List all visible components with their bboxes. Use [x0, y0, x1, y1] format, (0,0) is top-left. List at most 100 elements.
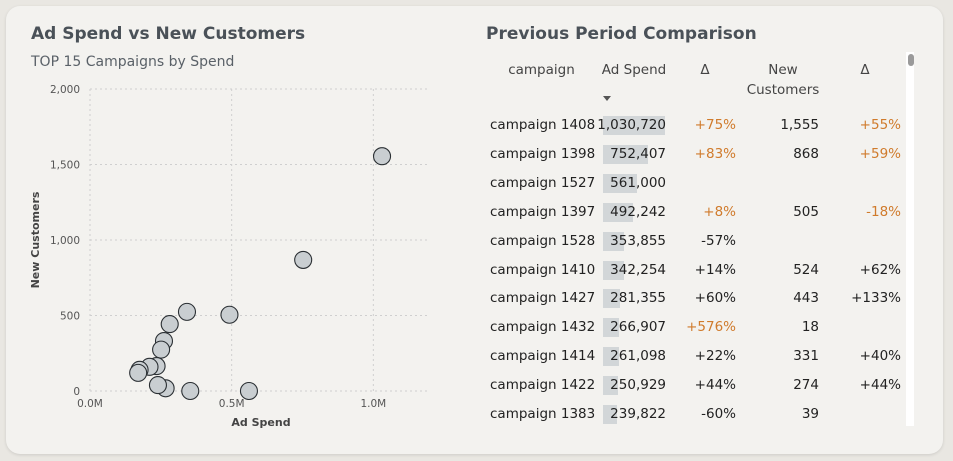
y-tick-label: 1,500	[50, 160, 80, 172]
table-row[interactable]: campaign 1397 492,242 +8% 505 -18%	[482, 198, 902, 226]
ad-spend-bar	[603, 260, 624, 280]
ad-spend-bar	[603, 347, 619, 367]
cell-campaign: campaign 1414	[490, 348, 596, 365]
table-scrollbar[interactable]	[906, 52, 914, 426]
cell-delta-customers: +133%	[851, 290, 901, 307]
y-tick-label: 0	[73, 386, 80, 398]
scatter-point[interactable]	[148, 376, 167, 395]
table-row[interactable]: campaign 1527 561,000	[482, 169, 902, 197]
cell-delta-spend: +8%	[703, 203, 736, 220]
cell-campaign: campaign 1422	[490, 377, 596, 394]
scatter-title: Ad Spend vs New Customers	[31, 24, 306, 44]
y-axis-label: New Customers	[29, 191, 42, 288]
scatter-point[interactable]	[239, 381, 258, 401]
cell-delta-spend: +576%	[686, 319, 736, 336]
header-delta-customers[interactable]: Δ	[860, 62, 870, 78]
cell-ad-spend: 752,407	[610, 145, 666, 162]
cell-delta-customers: +55%	[859, 117, 901, 133]
header-ad-spend[interactable]: Ad Spend	[601, 62, 667, 78]
cell-new-customers: 868	[793, 145, 819, 162]
x-tick-label: 0.5M	[219, 398, 245, 410]
cell-ad-spend: 250,929	[610, 377, 666, 394]
scatter-point[interactable]	[220, 305, 239, 324]
cell-new-customers: 18	[801, 319, 819, 336]
ad-spend-bar	[603, 144, 649, 164]
cell-new-customers: 524	[793, 261, 819, 278]
table-row[interactable]: campaign 1427 281,355 +60% 443 +133%	[482, 284, 902, 312]
ad-spend-bar	[603, 318, 620, 338]
cell-campaign: campaign 1427	[490, 290, 596, 307]
cell-ad-spend: 353,855	[610, 232, 666, 249]
cell-new-customers: 39	[801, 406, 819, 422]
table-row[interactable]: campaign 1383 239,822 -60% 39	[482, 400, 902, 428]
cell-delta-spend: +60%	[694, 290, 736, 307]
cell-ad-spend: 1,030,720	[597, 117, 666, 133]
ad-spend-bar	[603, 173, 637, 193]
ad-spend-bar	[603, 231, 625, 251]
cell-delta-spend: -60%	[701, 406, 736, 422]
table-row[interactable]: campaign 1422 250,929 +44% 274 +44%	[482, 371, 902, 399]
cell-campaign: campaign 1527	[490, 174, 596, 191]
cell-ad-spend: 342,254	[610, 261, 666, 278]
sort-descending-icon[interactable]	[603, 96, 611, 101]
table-row[interactable]: campaign 1398 752,407 +83% 868 +59%	[482, 140, 902, 168]
table-row[interactable]: campaign 1414 261,098 +22% 331 +40%	[482, 342, 902, 370]
cell-campaign: campaign 1398	[490, 145, 596, 162]
cell-ad-spend: 561,000	[610, 174, 666, 191]
ad-spend-bar	[603, 405, 618, 424]
header-delta-spend[interactable]: Δ	[700, 62, 710, 78]
x-tick-label: 0.0M	[77, 398, 103, 410]
cell-new-customers: 331	[793, 348, 819, 365]
cell-delta-customers: -18%	[866, 203, 901, 220]
cell-campaign: campaign 1408	[490, 117, 596, 133]
cell-campaign: campaign 1397	[490, 203, 596, 220]
cell-delta-spend: +44%	[694, 377, 736, 394]
cell-campaign: campaign 1410	[490, 261, 596, 278]
scatter-point[interactable]	[294, 250, 313, 269]
cell-delta-customers: +40%	[859, 348, 901, 365]
table-scrollbar-thumb[interactable]	[908, 54, 914, 66]
scatter-point[interactable]	[372, 147, 392, 166]
cell-new-customers: 443	[793, 290, 819, 307]
cell-delta-spend: +83%	[694, 145, 736, 162]
scatter-point[interactable]	[177, 302, 197, 321]
cell-new-customers: 505	[793, 203, 819, 220]
cell-campaign: campaign 1528	[490, 232, 596, 249]
y-tick-label: 1,000	[50, 235, 80, 247]
cell-delta-spend: -57%	[701, 232, 736, 249]
scatter-point[interactable]	[152, 340, 171, 359]
table-row[interactable]: campaign 1408 1,030,720 +75% 1,555 +55%	[482, 111, 902, 139]
cell-new-customers: 274	[793, 377, 819, 394]
header-new-customers-line1: New	[768, 62, 798, 78]
cell-delta-spend: +22%	[694, 348, 736, 365]
table-row[interactable]: campaign 1432 266,907 +576% 18	[482, 313, 902, 341]
cell-new-customers: 1,555	[780, 117, 819, 133]
y-tick-label: 500	[60, 311, 80, 323]
scatter-point[interactable]	[181, 381, 200, 401]
cell-delta-customers: +62%	[859, 261, 901, 278]
header-new-customers[interactable]: New Customers	[738, 60, 828, 100]
scatter-point[interactable]	[160, 315, 179, 334]
scatter-subtitle: TOP 15 Campaigns by Spend	[31, 54, 235, 70]
x-axis-label: Ad Spend	[231, 416, 290, 429]
cell-ad-spend: 266,907	[610, 319, 666, 336]
cell-ad-spend: 239,822	[610, 406, 666, 422]
scatter-plot[interactable]: 0 500 1,000 1,500 2,000 0.0M 0.5M 1.0M Ad Spend N…	[0, 0, 470, 440]
table-row[interactable]: campaign 1410 342,254 +14% 524 +62%	[482, 256, 902, 284]
cell-delta-customers: +44%	[859, 377, 901, 394]
cell-delta-spend: +75%	[694, 117, 736, 133]
comparison-table-title: Previous Period Comparison	[486, 24, 757, 44]
header-new-customers-line2: Customers	[746, 82, 820, 98]
scatter-point[interactable]	[129, 363, 148, 382]
cell-ad-spend: 492,242	[610, 203, 666, 220]
cell-ad-spend: 261,098	[610, 348, 666, 365]
cell-campaign: campaign 1383	[490, 406, 596, 422]
ad-spend-bar	[603, 202, 633, 222]
cell-campaign: campaign 1432	[490, 319, 596, 336]
ad-spend-bar	[603, 289, 620, 309]
cell-delta-customers: +59%	[859, 145, 901, 162]
header-campaign[interactable]: campaign	[508, 62, 575, 78]
table-row[interactable]: campaign 1528 353,855 -57%	[482, 227, 902, 255]
cell-delta-spend: +14%	[694, 261, 736, 278]
cell-ad-spend: 281,355	[610, 290, 666, 307]
